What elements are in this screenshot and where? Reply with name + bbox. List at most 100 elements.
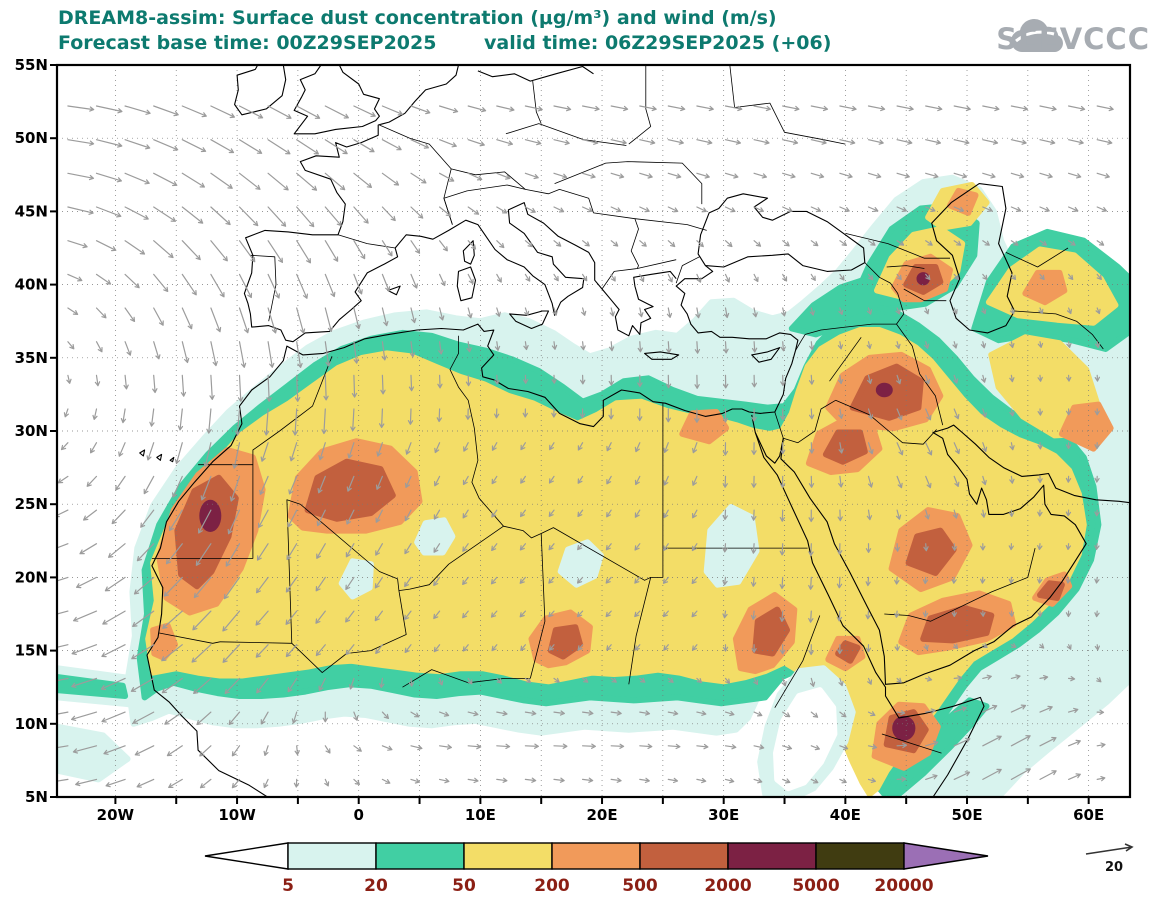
wind-arrow <box>980 341 987 349</box>
wind-arrow <box>923 543 929 552</box>
wind-arrow <box>548 543 555 551</box>
coastline <box>462 240 475 265</box>
wind-arrow <box>722 408 729 423</box>
wind-arrow <box>181 105 207 118</box>
wind-arrow <box>751 644 757 653</box>
wind-arrow <box>580 374 586 385</box>
y-axis-label: 15N <box>15 642 48 660</box>
wind-arrow <box>980 576 986 584</box>
wind-arrow <box>639 105 657 112</box>
wind-arrow <box>662 610 669 618</box>
wind-arrow <box>952 509 959 519</box>
wind-arrow <box>289 442 298 462</box>
wind-arrow <box>1039 139 1056 145</box>
wind-arrow <box>1039 643 1045 649</box>
wind-arrow <box>317 475 326 494</box>
wind-arrow <box>375 475 383 490</box>
wind-arrow <box>867 139 884 145</box>
wind-arrow <box>1037 341 1044 348</box>
wind-arrow <box>494 374 500 385</box>
wind-arrow <box>94 374 101 387</box>
wind-arrow <box>810 745 820 751</box>
wind-arrow <box>95 273 112 285</box>
wind-arrow <box>351 374 358 398</box>
wind-arrow <box>210 307 222 333</box>
wind-arrow <box>95 172 122 183</box>
wind-arrow <box>143 475 155 495</box>
wind-arrow <box>836 576 843 589</box>
wind-arrow <box>953 675 963 681</box>
wind-arrow <box>722 644 729 652</box>
wind-arrow <box>260 442 269 462</box>
wind-arrow <box>238 139 263 154</box>
wind-arrow <box>1010 273 1017 280</box>
wind-arrow <box>95 139 123 148</box>
wind-arrow <box>925 240 933 246</box>
wind-arrow <box>353 273 363 295</box>
wind-arrow <box>753 206 764 213</box>
wind-arrow <box>345 610 355 623</box>
forecast-base-time: Forecast base time: 00Z29SEP2025 <box>58 32 436 54</box>
wind-arrow <box>780 442 786 455</box>
wind-arrow <box>865 576 871 587</box>
wind-arrow <box>1039 206 1050 212</box>
country-border <box>443 184 526 225</box>
country-border <box>529 533 546 679</box>
wind-arrow <box>323 374 329 401</box>
wind-arrow <box>379 408 385 429</box>
wind-arrow <box>410 105 431 115</box>
wind-arrow <box>169 509 183 532</box>
wind-arrow <box>199 778 212 789</box>
wind-arrow <box>288 475 298 495</box>
wind-arrow <box>667 172 682 179</box>
country-border <box>845 233 950 259</box>
wind-arrow <box>375 644 383 654</box>
wind-arrow <box>810 273 816 281</box>
wind-arrow <box>1068 739 1081 747</box>
wind-arrow <box>95 341 103 353</box>
legend-segment <box>815 842 905 870</box>
wind-arrow <box>634 509 641 518</box>
wind-arrow <box>1096 105 1114 112</box>
wind-arrow <box>981 475 987 486</box>
wind-arrow <box>953 273 959 280</box>
wind-arrow <box>285 610 298 625</box>
wind-arrow <box>582 777 594 783</box>
wind-arrow <box>130 677 155 692</box>
wind-arrow <box>124 273 140 289</box>
wind-arrow <box>1094 442 1100 450</box>
coastline <box>139 449 146 457</box>
wind-arrow <box>353 240 366 260</box>
country-border <box>503 525 664 581</box>
wind-arrow <box>374 610 383 622</box>
wind-arrow <box>553 139 570 146</box>
wind-arrow <box>925 676 933 682</box>
wind-arrow <box>100 677 126 691</box>
wind-arrow <box>1096 742 1106 748</box>
wind-arrow <box>57 711 69 715</box>
wind-arrow <box>724 240 733 248</box>
wind-arrow <box>168 778 183 788</box>
wind-arrow <box>925 708 936 714</box>
wind-arrow <box>982 674 992 680</box>
wind-arrow <box>324 745 331 754</box>
wind-reference: 20 <box>1085 843 1134 875</box>
wind-arrow <box>1010 206 1022 212</box>
wind-arrow <box>582 743 596 749</box>
wind-arrow <box>404 610 412 621</box>
wind-arrow <box>153 273 169 292</box>
wind-arrow <box>433 576 441 586</box>
wind-arrow <box>161 644 183 662</box>
wind-arrow <box>896 105 914 112</box>
wind-arrow <box>120 408 127 424</box>
wind-arrow <box>753 778 763 784</box>
wind-arrow <box>318 677 326 691</box>
wind-arrow <box>67 273 83 282</box>
wind-arrow <box>780 341 786 352</box>
wind-arrows <box>57 105 1114 789</box>
wind-arrow <box>72 745 98 754</box>
wind-arrow <box>953 206 965 212</box>
wind-arrow <box>381 778 391 784</box>
wind-arrow <box>925 139 941 145</box>
wind-arrow <box>667 240 676 248</box>
